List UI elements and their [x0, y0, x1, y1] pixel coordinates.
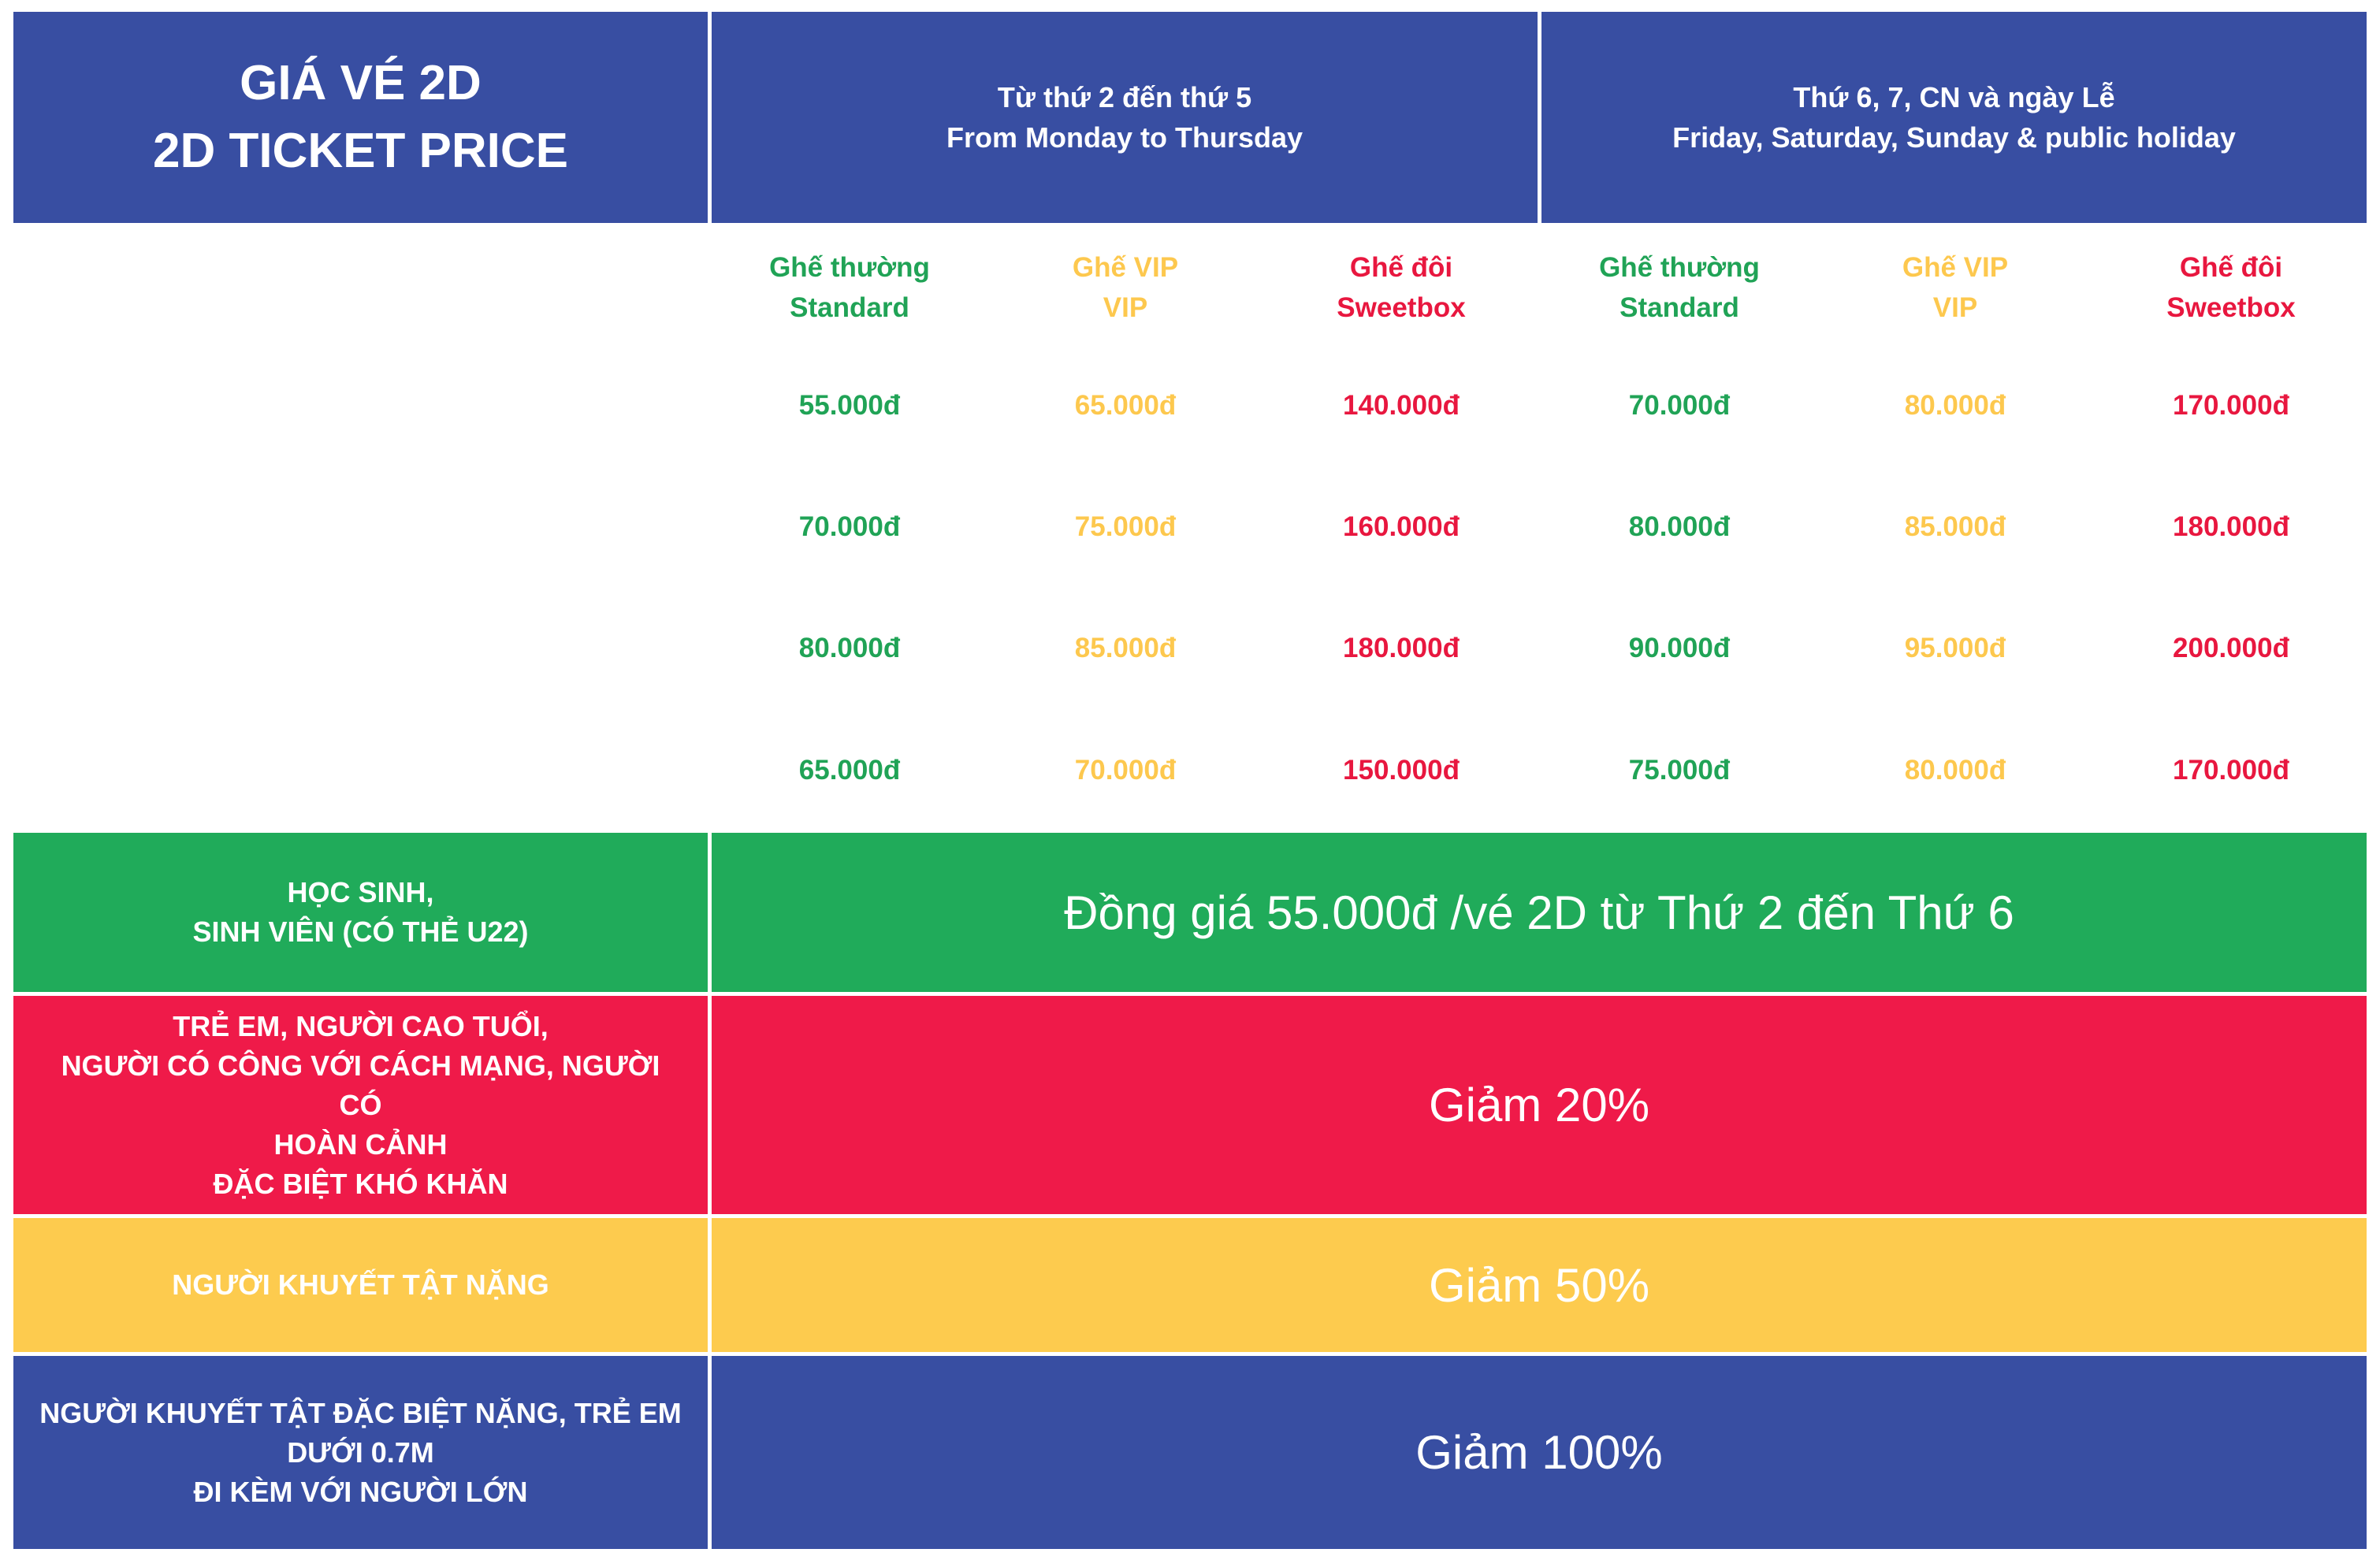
weekday-seat-sweetbox: Ghế đôi Sweetbox	[1263, 244, 1539, 331]
weekday-label-vi: Từ thứ 2 đến thứ 5	[997, 81, 1252, 113]
price-cell: 55.000đ	[798, 390, 901, 421]
category-line: NGƯỜI KHUYẾT TẬT NẶNG	[172, 1268, 549, 1301]
price-cell: 65.000đ	[1074, 390, 1177, 421]
price-cell: 180.000đ	[1343, 633, 1460, 663]
price-cell: 200.000đ	[2173, 633, 2289, 663]
seat-vip-en: VIP	[1932, 292, 1978, 323]
category-line: NGƯỜI CÓ CÔNG VỚI CÁCH MẠNG, NGƯỜI CÓ	[61, 1049, 660, 1121]
weekday-seat-standard: Ghế thường Standard	[712, 244, 987, 331]
weekend-seat-vip: Ghế VIP VIP	[1817, 244, 2093, 331]
offer-severe-disability: Giảm 50%	[712, 1218, 2367, 1352]
title-en: 2D TICKET PRICE	[152, 124, 569, 178]
seat-vip-en: VIP	[1103, 292, 1148, 323]
category-line: SINH VIÊN (CÓ THẺ U22)	[192, 916, 529, 948]
price-cell: 70.000đ	[1628, 390, 1731, 421]
title-vi: GIÁ VÉ 2D	[240, 56, 482, 110]
seat-standard-vi: Ghế thường	[1599, 252, 1760, 283]
category-line: ĐẶC BIỆT KHÓ KHĂN	[213, 1167, 508, 1200]
price-cell: 150.000đ	[1343, 755, 1460, 786]
price-cell: 75.000đ	[1074, 511, 1177, 542]
price-cell: 65.000đ	[798, 755, 901, 786]
offer-students: Đồng giá 55.000đ /vé 2D từ Thứ 2 đến Thứ…	[712, 833, 2367, 992]
category-severe-disability: NGƯỜI KHUYẾT TẬT NẶNG	[13, 1218, 708, 1352]
price-cell: 80.000đ	[1904, 390, 2006, 421]
category-children-elderly: TRẺ EM, NGƯỜI CAO TUỔI, NGƯỜI CÓ CÔNG VỚ…	[13, 996, 708, 1214]
weekday-seat-vip: Ghế VIP VIP	[987, 244, 1263, 331]
seat-sweetbox-en: Sweetbox	[2166, 292, 2296, 323]
seat-standard-vi: Ghế thường	[769, 252, 930, 283]
price-cell: 170.000đ	[2173, 755, 2289, 786]
price-cell: 85.000đ	[1904, 511, 2006, 542]
category-very-severe-disability: NGƯỜI KHUYẾT TẬT ĐẶC BIỆT NẶNG, TRẺ EM D…	[13, 1356, 708, 1549]
price-cell: 75.000đ	[1628, 755, 1731, 786]
weekday-header: Từ thứ 2 đến thứ 5 From Monday to Thursd…	[712, 12, 1538, 223]
offer-children-elderly: Giảm 20%	[712, 996, 2367, 1214]
category-line: ĐI KÈM VỚI NGƯỜI LỚN	[193, 1475, 528, 1508]
seat-standard-en: Standard	[1620, 292, 1739, 323]
price-cell: 70.000đ	[1074, 755, 1177, 786]
seat-vip-vi: Ghế VIP	[1902, 252, 2009, 283]
price-cell: 70.000đ	[798, 511, 901, 542]
price-cell: 85.000đ	[1074, 633, 1177, 663]
price-cell: 95.000đ	[1904, 633, 2006, 663]
category-line: DƯỚI 0.7M	[287, 1436, 434, 1469]
weekend-seat-standard: Ghế thường Standard	[1541, 244, 1817, 331]
category-line: HOÀN CẢNH	[273, 1127, 448, 1161]
offer-very-severe-disability: Giảm 100%	[712, 1356, 2367, 1549]
weekday-label-en: From Monday to Thursday	[946, 121, 1303, 154]
weekend-seat-sweetbox: Ghế đôi Sweetbox	[2093, 244, 2369, 331]
category-students: HỌC SINH, SINH VIÊN (CÓ THẺ U22)	[13, 833, 708, 992]
price-cell: 140.000đ	[1343, 390, 1460, 421]
price-cell: 80.000đ	[1628, 511, 1731, 542]
weekend-label-en: Friday, Saturday, Sunday & public holida…	[1672, 121, 2236, 154]
price-cell: 160.000đ	[1343, 511, 1460, 542]
category-line: NGƯỜI KHUYẾT TẬT ĐẶC BIỆT NẶNG, TRẺ EM	[39, 1396, 682, 1429]
price-cell: 80.000đ	[1904, 755, 2006, 786]
title-cell: GIÁ VÉ 2D 2D TICKET PRICE	[13, 12, 708, 223]
price-cell: 80.000đ	[798, 633, 901, 663]
seat-sweetbox-vi: Ghế đôi	[2179, 252, 2283, 283]
category-line: TRẺ EM, NGƯỜI CAO TUỔI,	[173, 1009, 549, 1042]
category-line: HỌC SINH,	[287, 876, 434, 908]
weekend-header: Thứ 6, 7, CN và ngày Lễ Friday, Saturday…	[1541, 12, 2367, 223]
seat-sweetbox-en: Sweetbox	[1337, 292, 1466, 323]
weekend-label-vi: Thứ 6, 7, CN và ngày Lễ	[1793, 81, 2115, 113]
price-cell: 180.000đ	[2173, 511, 2289, 542]
seat-vip-vi: Ghế VIP	[1072, 252, 1179, 283]
seat-sweetbox-vi: Ghế đôi	[1349, 252, 1453, 283]
seat-standard-en: Standard	[790, 292, 909, 323]
price-cell: 170.000đ	[2173, 390, 2289, 421]
price-cell: 90.000đ	[1628, 633, 1731, 663]
